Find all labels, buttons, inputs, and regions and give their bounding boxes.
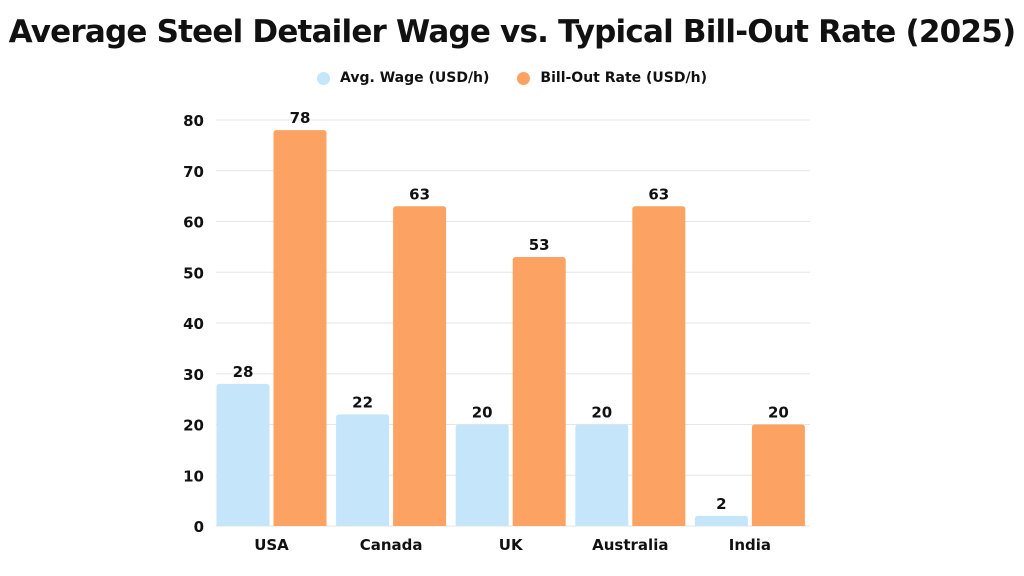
bar-avg-wage-usa (216, 383, 270, 526)
y-tick-label: 40 (183, 315, 204, 333)
y-tick-label: 0 (194, 518, 204, 536)
y-tick-label: 10 (183, 467, 204, 485)
bar-bill-out-rate-uk (512, 257, 566, 526)
bar-bill-out-rate-canada (393, 206, 447, 526)
data-label-bill-out-rate: 20 (768, 404, 789, 422)
bar-avg-wage-uk (455, 424, 509, 526)
legend-label-bill-out-rate: Bill-Out Rate (USD/h) (540, 70, 707, 86)
data-label-bill-out-rate: 53 (529, 236, 550, 254)
y-tick-label: 50 (183, 264, 204, 282)
data-label-bill-out-rate: 63 (648, 185, 669, 203)
data-label-avg-wage: 20 (472, 404, 493, 422)
legend-swatch-bill-out-rate (517, 71, 531, 85)
y-tick-label: 70 (183, 163, 204, 181)
data-label-bill-out-rate: 63 (409, 185, 430, 203)
bar-avg-wage-canada (336, 414, 390, 526)
y-tick-label: 20 (183, 417, 204, 435)
data-label-avg-wage: 28 (233, 363, 254, 381)
data-label-avg-wage: 2 (716, 495, 726, 513)
chart-title: Average Steel Detailer Wage vs. Typical … (8, 14, 1017, 50)
y-tick-label: 30 (183, 366, 204, 384)
legend-item-bill-out-rate: Bill-Out Rate (USD/h) (517, 70, 707, 86)
bar-bill-out-rate-india (751, 424, 805, 526)
x-category-label: India (729, 536, 771, 554)
bar-bill-out-rate-australia (632, 206, 686, 526)
bar-avg-wage-india (694, 515, 748, 526)
bar-bill-out-rate-usa (273, 130, 327, 526)
legend: Avg. Wage (USD/h) Bill-Out Rate (USD/h) (0, 70, 1024, 86)
y-tick-label: 60 (183, 214, 204, 232)
legend-label-avg-wage: Avg. Wage (USD/h) (340, 70, 490, 86)
data-label-avg-wage: 22 (352, 393, 373, 411)
bar-avg-wage-australia (575, 424, 629, 526)
x-category-label: USA (254, 536, 289, 554)
legend-item-avg-wage: Avg. Wage (USD/h) (317, 70, 489, 86)
legend-swatch-avg-wage (317, 71, 331, 85)
x-category-label: Canada (360, 536, 423, 554)
x-category-label: Australia (592, 536, 668, 554)
data-label-avg-wage: 20 (591, 404, 612, 422)
data-label-bill-out-rate: 78 (290, 109, 311, 127)
x-category-label: UK (499, 536, 524, 554)
y-tick-label: 80 (183, 112, 204, 130)
